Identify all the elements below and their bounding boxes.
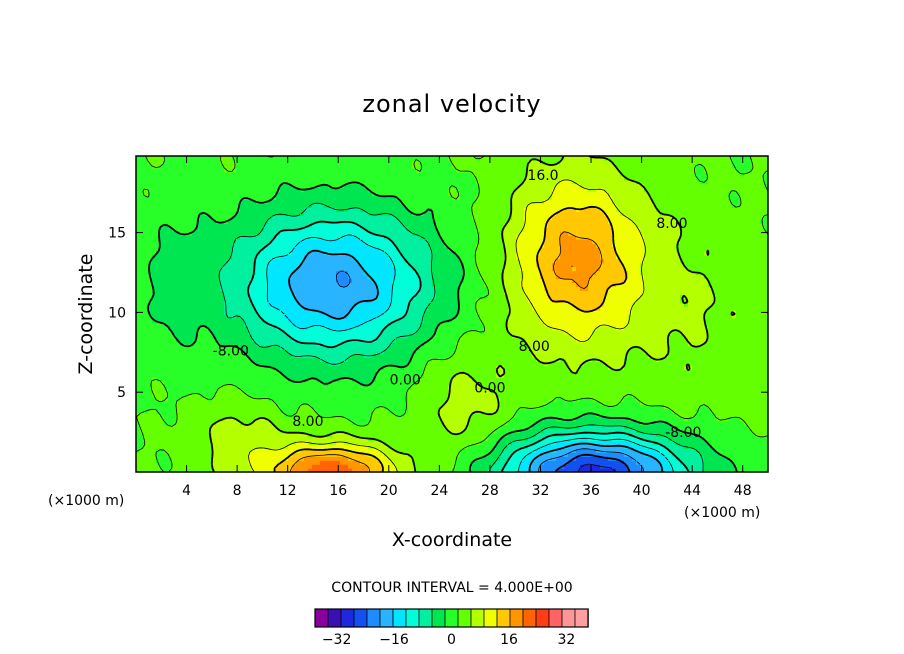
contour-line — [248, 179, 646, 472]
colorbar-frame — [314, 608, 589, 628]
contour-label: 0.00 — [474, 380, 505, 396]
contour-label: 8.00 — [656, 216, 687, 232]
contour-line — [288, 249, 663, 472]
colorbar-swatch — [392, 608, 407, 628]
contour-line — [289, 231, 603, 472]
colorbar-swatch — [535, 608, 550, 628]
colorbar-swatch — [405, 608, 420, 628]
colorbar-swatch — [457, 608, 472, 628]
colorbar-swatch — [379, 608, 394, 628]
contour-line — [208, 156, 736, 472]
colorbar-tick-label: −32 — [322, 632, 352, 648]
x-tick-label: 16 — [329, 483, 347, 499]
contour-line — [147, 181, 738, 472]
contour-label: 8.00 — [519, 339, 550, 355]
x-tick-label: 20 — [380, 483, 398, 499]
colorbar-swatch — [327, 608, 342, 628]
x-tick-label: 8 — [233, 483, 242, 499]
colorbar-swatch — [509, 608, 524, 628]
colorbar-tick-label: −16 — [379, 632, 409, 648]
x-tick-label: 32 — [532, 483, 550, 499]
contour-label: 16.0 — [527, 168, 558, 184]
x-tick-label: 4 — [182, 483, 191, 499]
contour-field — [136, 156, 768, 472]
colorbar-swatch — [353, 608, 368, 628]
x-tick-label: 40 — [633, 483, 651, 499]
contour-line — [136, 156, 768, 472]
contour-line — [247, 220, 690, 472]
colorbar-swatch — [574, 608, 589, 628]
contour-interval: CONTOUR INTERVAL = 4.000E+00 — [331, 580, 572, 596]
colorbar-swatch — [548, 608, 563, 628]
x-tick-label: 44 — [683, 483, 701, 499]
colorbar-swatch — [444, 608, 459, 628]
colorbar-swatch — [561, 608, 576, 628]
y-tick-label: 5 — [117, 385, 126, 401]
contour-lines — [136, 156, 768, 472]
contour-line — [273, 205, 628, 472]
contour-label: -8.00 — [665, 425, 701, 441]
x-axis-label: X-coordinate — [392, 529, 512, 551]
colorbar-swatch — [431, 608, 446, 628]
y-axis-label: Z-coordinate — [75, 254, 97, 375]
colorbar-swatch — [366, 608, 381, 628]
colorbar-swatch — [522, 608, 537, 628]
colorbar-swatch — [470, 608, 485, 628]
x-unit-right: (×1000 m) — [684, 505, 760, 521]
contour-labels: 16.0 8.00 -8.00 0.00 8.00 0.00 8.00 -8.00 — [213, 168, 702, 441]
x-axis-ticks: 4 8 12 16 20 24 28 32 36 40 44 48 — [182, 156, 752, 499]
x-unit-left: (×1000 m) — [48, 493, 124, 509]
x-tick-label: 12 — [279, 483, 297, 499]
contour-line — [266, 234, 674, 472]
colorbar-swatch — [418, 608, 433, 628]
x-tick-label: 28 — [481, 483, 499, 499]
contour-label: 0.00 — [390, 372, 421, 388]
colorbar-swatch — [496, 608, 511, 628]
x-tick-label: 36 — [582, 483, 600, 499]
x-tick-label: 48 — [734, 483, 752, 499]
plot-frame — [135, 155, 769, 473]
colorbar-swatch — [340, 608, 355, 628]
colorbar-tick-label: 16 — [500, 632, 518, 648]
contour-label: -8.00 — [213, 344, 249, 360]
contour-label: 8.00 — [292, 414, 323, 430]
colorbar: −32 −16 0 16 32 — [314, 608, 589, 648]
x-tick-label: 24 — [430, 483, 448, 499]
colorbar-swatch — [483, 608, 498, 628]
colorbar-tick-label: 32 — [557, 632, 575, 648]
colorbar-swatch — [314, 608, 329, 628]
colorbar-tick-label: 0 — [447, 632, 456, 648]
chart-title: zonal velocity — [362, 90, 541, 118]
y-tick-label: 10 — [108, 305, 126, 321]
y-tick-label: 15 — [108, 226, 126, 242]
y-axis-ticks: 5 10 15 — [108, 226, 768, 401]
